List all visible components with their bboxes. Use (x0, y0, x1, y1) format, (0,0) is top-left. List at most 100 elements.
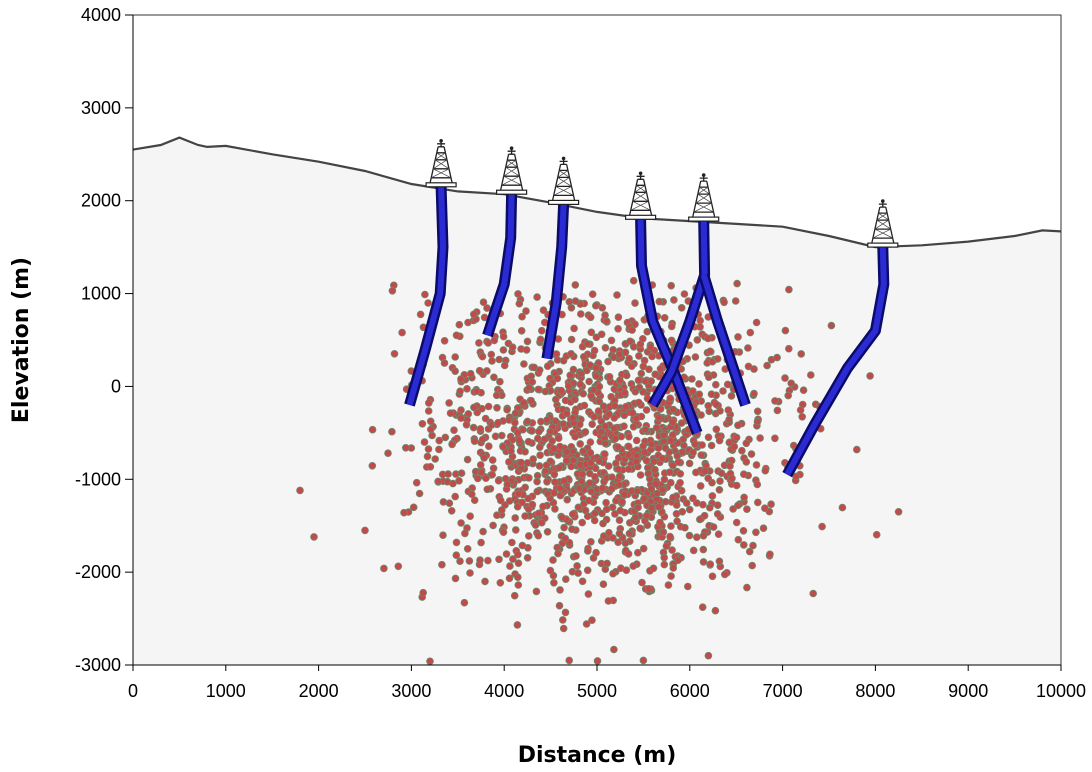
event-point (490, 373, 498, 382)
wellbore-well-6 (784, 247, 887, 477)
event-point (635, 352, 643, 360)
event-point (440, 336, 449, 345)
event-point (428, 431, 436, 440)
event-point (558, 616, 567, 624)
event-point (634, 503, 642, 512)
event-point (484, 442, 493, 451)
event-point (571, 281, 580, 289)
event-point (838, 503, 847, 512)
event-point (676, 469, 685, 478)
y-tick-label: -2000 (75, 562, 121, 582)
event-point (561, 534, 570, 543)
event-point (629, 562, 637, 570)
event-point (450, 426, 458, 435)
x-tick-label: 5000 (577, 681, 617, 701)
wellbore-well-5 (650, 221, 708, 407)
event-point (699, 500, 707, 509)
event-point (525, 474, 533, 482)
event-point (579, 389, 587, 398)
event-point (705, 503, 714, 512)
event-point (616, 506, 625, 515)
event-point (852, 445, 861, 454)
event-point (756, 434, 764, 442)
event-point (523, 459, 532, 467)
event-point (444, 470, 452, 478)
event-point (720, 570, 729, 579)
x-tick-label: 4000 (484, 681, 524, 701)
event-point (555, 601, 564, 610)
x-tick-label: 8000 (855, 681, 895, 701)
event-point (668, 418, 677, 427)
event-point (361, 526, 369, 535)
event-point (576, 440, 584, 448)
event-point (728, 474, 736, 483)
event-point (771, 397, 779, 405)
event-point (733, 279, 741, 288)
event-point (525, 383, 533, 392)
event-point (527, 427, 536, 435)
event-point (689, 494, 697, 503)
event-point (654, 444, 663, 452)
event-point (518, 498, 526, 507)
event-point (569, 365, 578, 374)
event-point (534, 531, 543, 540)
event-point (599, 532, 608, 540)
event-point (590, 346, 599, 355)
event-point (426, 425, 435, 434)
event-point (484, 556, 492, 565)
event-point (440, 359, 449, 367)
event-point (583, 566, 592, 575)
event-point (546, 427, 554, 436)
event-point (543, 490, 552, 498)
event-point (590, 413, 598, 421)
event-point (576, 310, 585, 318)
event-point (439, 531, 447, 539)
event-point (595, 397, 604, 406)
event-point (483, 367, 491, 375)
event-point (706, 347, 714, 356)
event-point (640, 494, 648, 503)
event-point (704, 373, 713, 382)
event-point (508, 538, 516, 547)
event-point (457, 414, 465, 422)
event-point (561, 608, 570, 617)
event-point (537, 326, 546, 335)
event-point (511, 526, 520, 534)
event-point (439, 498, 448, 506)
event-point (613, 291, 621, 299)
event-point (678, 448, 687, 456)
event-point (620, 422, 628, 431)
event-point (599, 519, 607, 528)
event-point (384, 449, 392, 458)
event-point (642, 406, 651, 414)
event-point (759, 524, 768, 532)
event-point (761, 466, 770, 475)
event-point (456, 387, 464, 396)
event-point (712, 400, 721, 409)
event-point (733, 501, 742, 510)
event-point (522, 346, 531, 354)
event-point (460, 598, 469, 607)
event-point (699, 545, 708, 554)
event-point (752, 461, 761, 469)
x-tick-label: 7000 (763, 681, 803, 701)
event-point (554, 549, 562, 558)
event-point (583, 339, 592, 348)
event-point (625, 354, 633, 363)
event-point (632, 457, 640, 466)
event-point (567, 303, 576, 312)
event-point (529, 455, 537, 463)
event-point (620, 490, 628, 499)
event-point (660, 475, 669, 484)
event-point (641, 425, 650, 434)
event-point (732, 433, 741, 442)
event-point (656, 364, 665, 373)
event-point (715, 485, 724, 494)
event-point (479, 298, 488, 307)
event-point (517, 326, 526, 335)
event-point (704, 334, 712, 343)
event-point (665, 468, 674, 477)
wellbore-well-2 (484, 194, 515, 337)
x-tick-label: 3000 (391, 681, 431, 701)
event-point (514, 490, 523, 498)
